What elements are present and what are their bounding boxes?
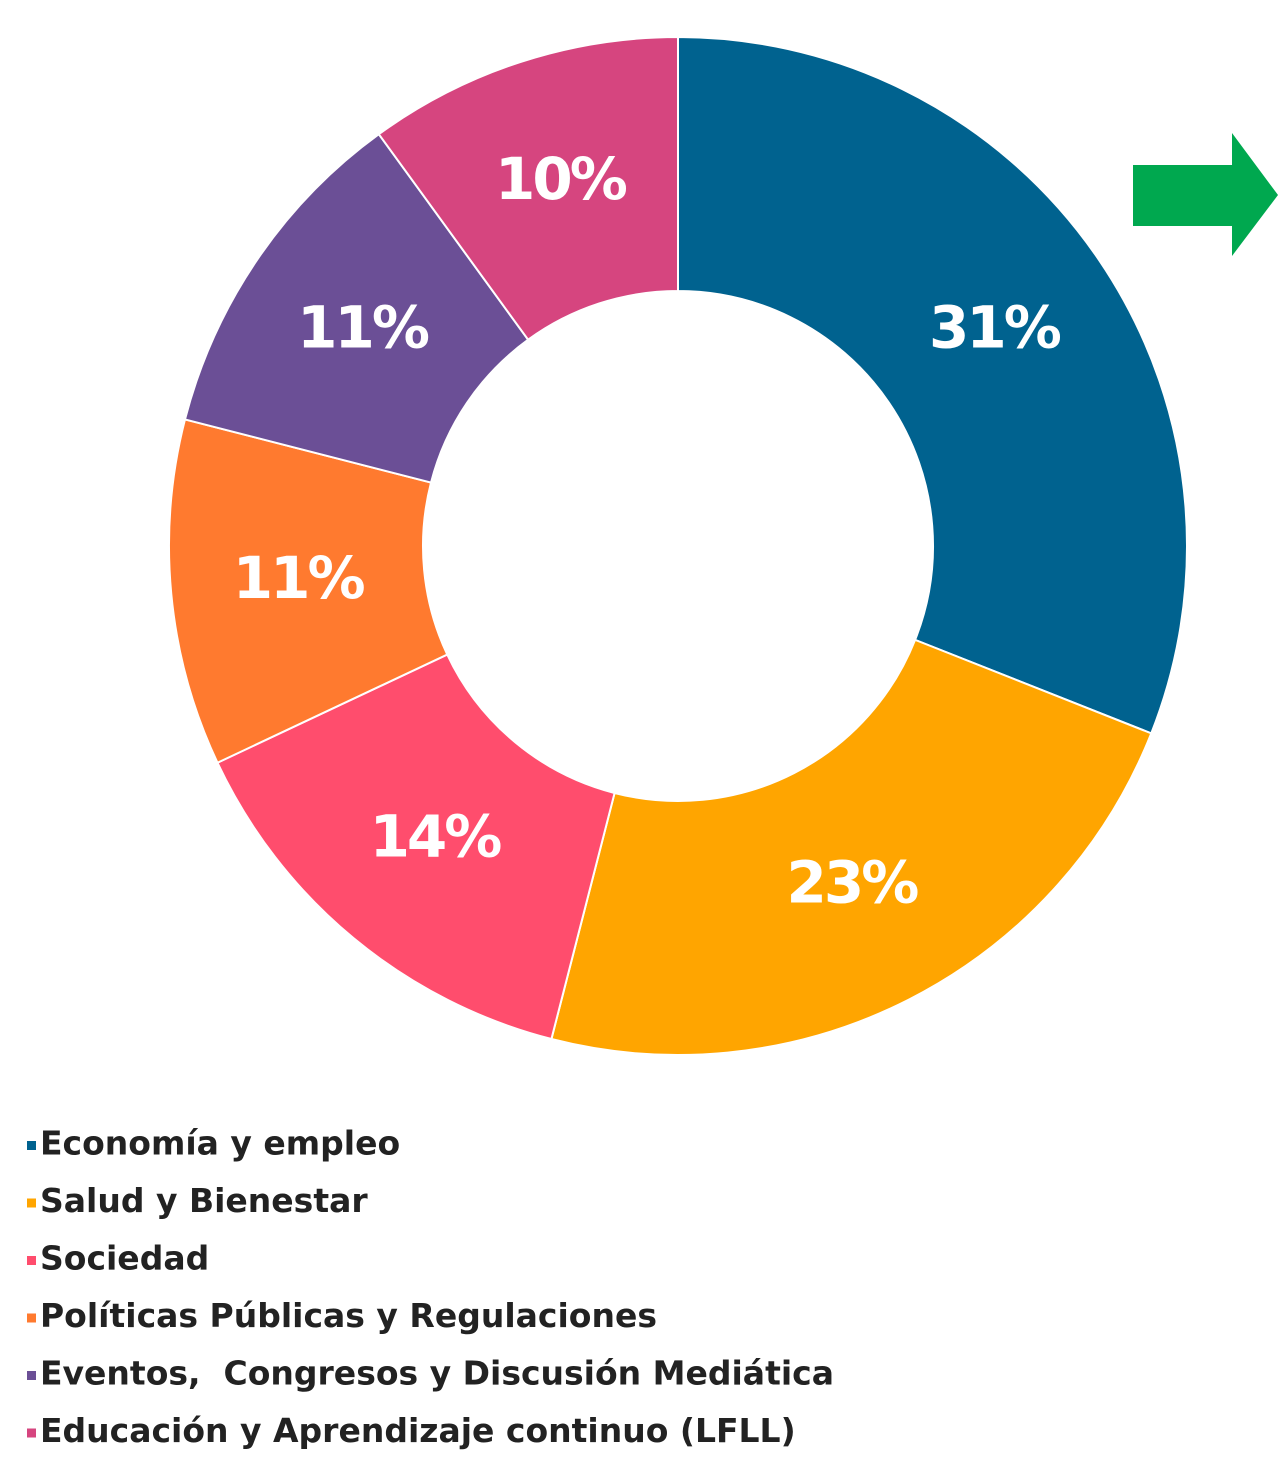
donut-segment xyxy=(550,638,1153,1057)
legend-label: Salud y Bienestar xyxy=(40,1181,368,1220)
data-label: 10% xyxy=(495,145,627,213)
data-label: 11% xyxy=(297,293,429,361)
donut-segment xyxy=(183,132,530,484)
legend-swatch xyxy=(27,1371,36,1380)
data-label: 31% xyxy=(929,293,1061,361)
data-label: 11% xyxy=(233,544,365,612)
data-label: 23% xyxy=(787,848,919,916)
data-label: 14% xyxy=(370,802,502,870)
donut-segment xyxy=(677,35,1188,735)
legend-swatch xyxy=(27,1428,36,1438)
donut-segment xyxy=(168,418,449,765)
legend-label: Políticas Públicas y Regulaciones xyxy=(40,1296,657,1335)
legend-swatch xyxy=(27,1198,36,1208)
legend-label: Sociedad xyxy=(40,1239,209,1278)
legend-label: Eventos, Congresos y Discusión Mediática xyxy=(40,1354,834,1393)
legend-label: Educación y Aprendizaje continuo (LFLL) xyxy=(40,1411,796,1450)
arrow-icon xyxy=(1133,133,1278,256)
legend-swatch xyxy=(27,1141,36,1150)
legend-swatch xyxy=(27,1313,36,1323)
donut-segment xyxy=(377,35,679,342)
donut-segment xyxy=(216,653,616,1041)
legend-swatch xyxy=(27,1256,36,1265)
legend-label: Economía y empleo xyxy=(40,1124,400,1163)
